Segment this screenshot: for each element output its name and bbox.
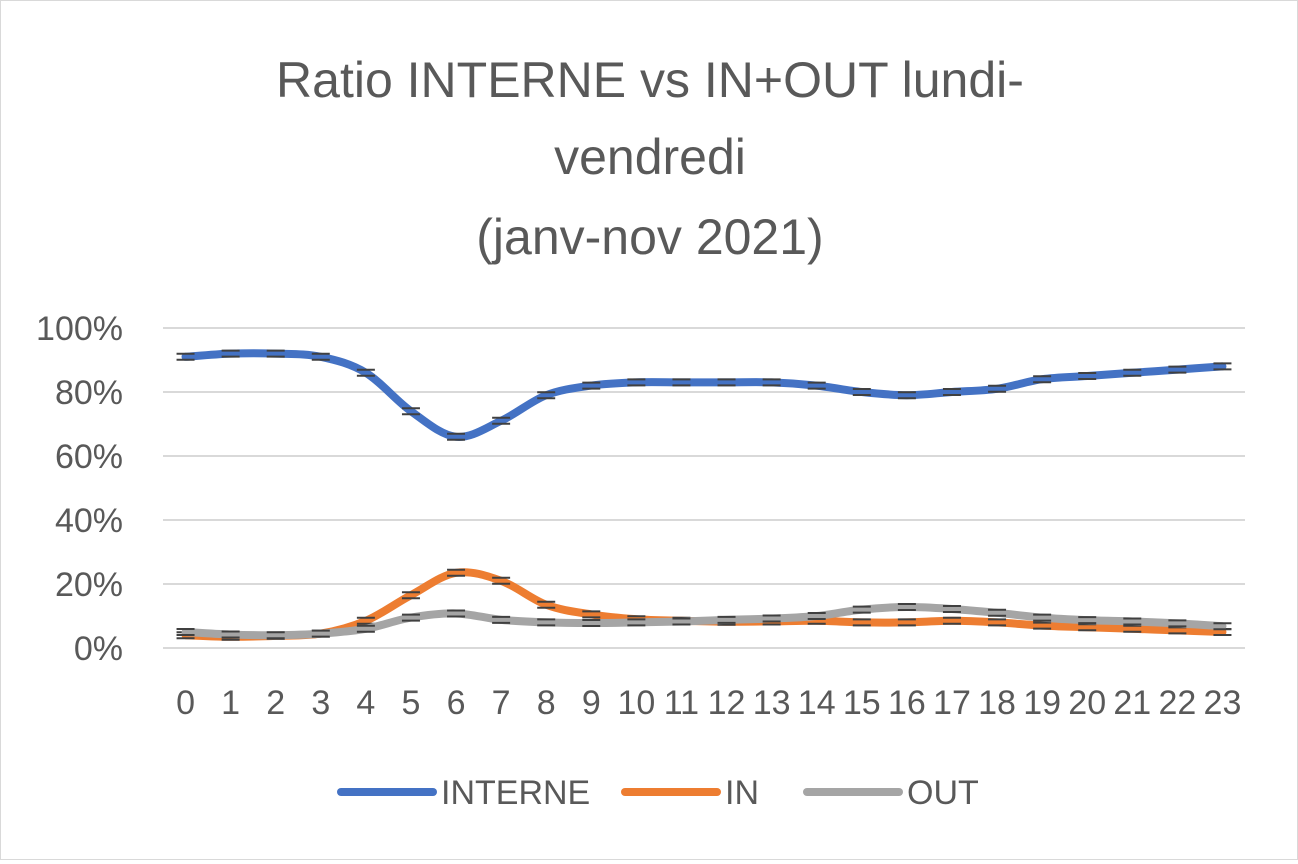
x-tick-label: 16	[888, 684, 926, 722]
x-tick-label: 17	[933, 684, 971, 722]
chart-title-line-2: vendredi	[554, 129, 746, 185]
x-tick-label: 9	[582, 684, 601, 722]
x-tick-label: 15	[843, 684, 881, 722]
series-line-in	[186, 572, 1223, 637]
chart-title-line-3: (janv-nov 2021)	[476, 209, 823, 265]
x-tick-label: 23	[1204, 684, 1242, 722]
legend-label-in: IN	[725, 774, 759, 812]
y-tick-label: 20%	[55, 566, 123, 604]
x-tick-label: 22	[1158, 684, 1196, 722]
x-tick-label: 0	[176, 684, 195, 722]
x-tick-label: 10	[617, 684, 655, 722]
x-tick-label: 21	[1113, 684, 1151, 722]
x-tick-label: 5	[401, 684, 420, 722]
x-tick-label: 6	[447, 684, 466, 722]
y-tick-label: 80%	[55, 374, 123, 412]
chart-title: Ratio INTERNE vs IN+OUT lundi- vendredi …	[276, 52, 1024, 265]
y-tick-label: 100%	[36, 310, 123, 348]
x-tick-label: 1	[221, 684, 240, 722]
chart-title-line-1: Ratio INTERNE vs IN+OUT lundi-	[276, 52, 1024, 108]
y-axis-ticks: 0% 20% 40% 60% 80% 100%	[36, 310, 123, 668]
series-lines	[177, 351, 1232, 640]
x-tick-label: 2	[266, 684, 285, 722]
x-tick-label: 12	[708, 684, 746, 722]
x-tick-label: 4	[356, 684, 375, 722]
x-tick-label: 7	[492, 684, 511, 722]
legend: INTERNE IN OUT	[341, 774, 979, 812]
y-tick-label: 40%	[55, 502, 123, 540]
x-tick-label: 11	[664, 684, 699, 722]
x-tick-label: 8	[537, 684, 556, 722]
x-tick-label: 14	[798, 684, 836, 722]
x-tick-label: 18	[978, 684, 1016, 722]
legend-label-out: OUT	[907, 774, 979, 812]
y-tick-label: 0%	[74, 630, 123, 668]
series-line-interne	[186, 353, 1223, 437]
series-line-out	[186, 607, 1223, 635]
x-tick-label: 13	[753, 684, 791, 722]
x-tick-label: 3	[311, 684, 330, 722]
legend-label-interne: INTERNE	[441, 774, 590, 812]
x-tick-label: 19	[1023, 684, 1061, 722]
y-tick-label: 60%	[55, 438, 123, 476]
x-tick-label: 20	[1068, 684, 1106, 722]
